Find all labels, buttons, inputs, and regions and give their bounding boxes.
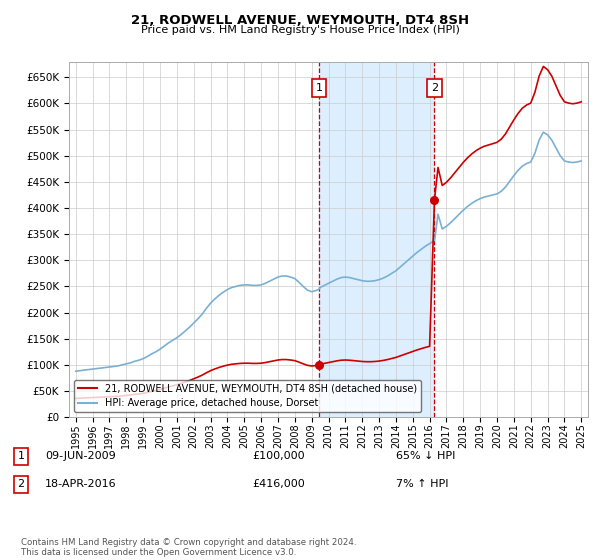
Bar [319, 62, 434, 417]
Text: Contains HM Land Registry data © Crown copyright and database right 2024.
This d: Contains HM Land Registry data © Crown c… [21, 538, 356, 557]
Text: 1: 1 [316, 83, 323, 93]
Text: £416,000: £416,000 [252, 479, 305, 489]
Legend: 21, RODWELL AVENUE, WEYMOUTH, DT4 8SH (detached house), HPI: Average price, deta: 21, RODWELL AVENUE, WEYMOUTH, DT4 8SH (d… [74, 380, 421, 412]
Text: 18-APR-2016: 18-APR-2016 [45, 479, 116, 489]
Text: 2: 2 [431, 83, 438, 93]
Text: 1: 1 [17, 451, 25, 461]
Text: 09-JUN-2009: 09-JUN-2009 [45, 451, 116, 461]
Text: 21, RODWELL AVENUE, WEYMOUTH, DT4 8SH: 21, RODWELL AVENUE, WEYMOUTH, DT4 8SH [131, 14, 469, 27]
Text: £100,000: £100,000 [252, 451, 305, 461]
Text: 65% ↓ HPI: 65% ↓ HPI [396, 451, 455, 461]
Text: 2: 2 [17, 479, 25, 489]
Text: 7% ↑ HPI: 7% ↑ HPI [396, 479, 449, 489]
Text: Price paid vs. HM Land Registry's House Price Index (HPI): Price paid vs. HM Land Registry's House … [140, 25, 460, 35]
